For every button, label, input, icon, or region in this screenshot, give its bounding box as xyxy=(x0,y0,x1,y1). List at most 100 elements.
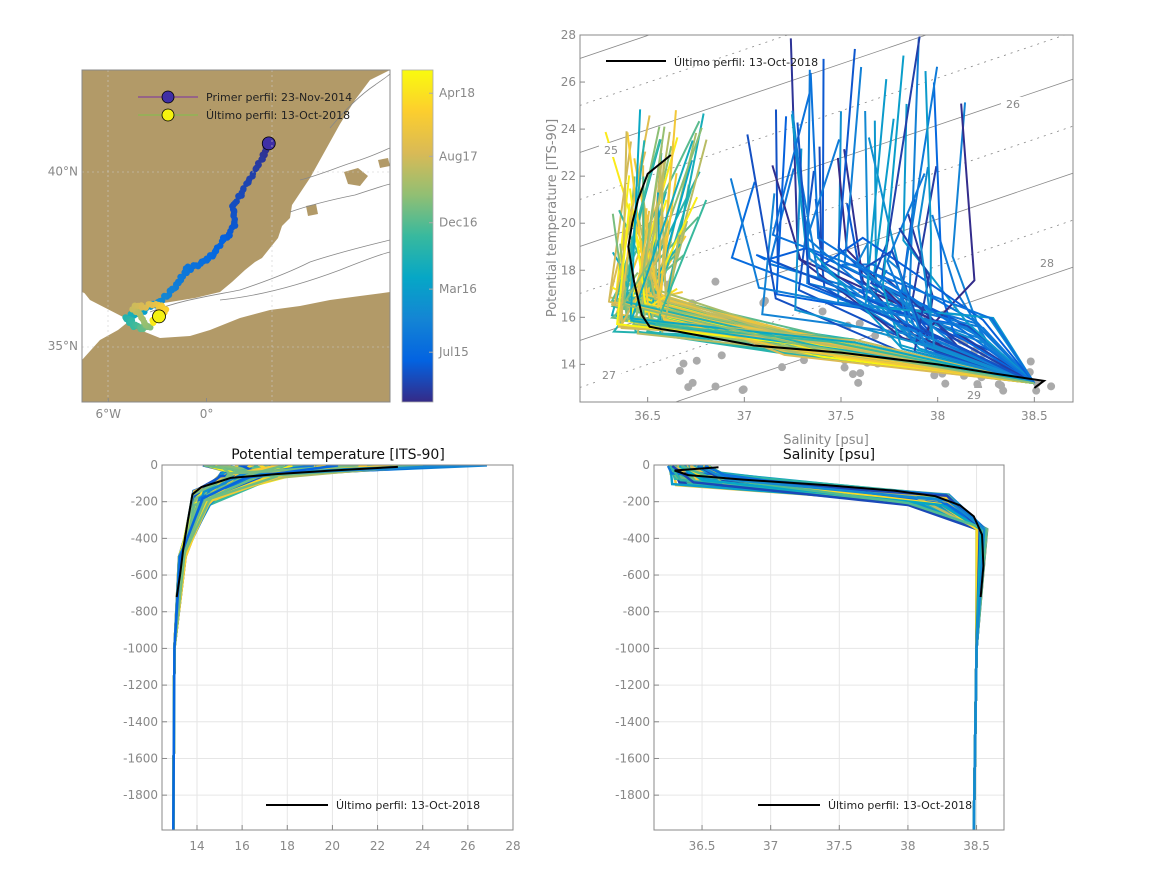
iberia-land xyxy=(82,70,360,310)
y-tick-label: 0 xyxy=(150,458,158,472)
climatology-point xyxy=(997,381,1006,390)
y-tick-label: 24 xyxy=(561,122,576,136)
profile-line xyxy=(172,465,415,830)
colorbar-tick-label: Apr18 xyxy=(439,86,475,100)
north-africa-land xyxy=(82,292,390,402)
mallorca-island xyxy=(344,168,368,186)
salinity-profile-panel: 36.5 37 37.5 38 38.5 0 -200 -400 -600 -800 -1000 -1… xyxy=(615,447,1005,853)
profile-line xyxy=(172,465,454,830)
isopycnal-line xyxy=(580,35,789,106)
profile-line xyxy=(172,465,252,830)
profile-line xyxy=(172,465,448,830)
profile-line xyxy=(172,465,383,830)
salinity-profiles xyxy=(666,465,989,830)
t-frame xyxy=(161,464,514,831)
legend-label-last: Último perfil: 13-Oct-2018 xyxy=(206,109,350,122)
profile-line xyxy=(172,465,244,830)
s-title: Salinity [psu] xyxy=(783,447,875,463)
y-tick-label: -1600 xyxy=(123,751,158,765)
y-tick-label: 40°N xyxy=(48,164,78,178)
temperature-profiles xyxy=(172,465,487,830)
ts-profile-line xyxy=(793,141,1035,385)
colorbar-ticks: Jul15 Mar16 Dec16 Aug17 Apr18 xyxy=(429,86,478,359)
profile-line xyxy=(172,465,260,830)
y-tick-label: -1200 xyxy=(615,678,650,692)
density-label-bg xyxy=(599,143,623,157)
climatology-point xyxy=(675,366,684,375)
climatology-point xyxy=(1026,357,1035,366)
x-tick-label: 36.5 xyxy=(689,839,716,853)
density-label-bg xyxy=(597,368,621,382)
ts-diagram-panel: 25 26 27 28 29 36.5 37 37.5 38 38.5 14 16 18 20 22 24 2… xyxy=(545,28,1074,448)
ts-profile-line xyxy=(917,166,1035,385)
profile-line xyxy=(172,465,435,830)
s-frame xyxy=(653,464,1005,831)
y-tick-label: -1200 xyxy=(123,678,158,692)
ts-legend: Último perfil: 13-Oct-2018 xyxy=(606,56,818,69)
first-profile-marker xyxy=(261,136,276,151)
menorca-island xyxy=(378,158,390,168)
density-label: 28 xyxy=(1040,257,1054,270)
profile-line xyxy=(172,465,394,830)
density-labels: 25 26 27 28 29 xyxy=(597,97,1059,402)
y-tick-label: -1400 xyxy=(615,715,650,729)
profile-line xyxy=(172,465,443,830)
bathymetry-contour xyxy=(289,183,390,213)
profile-line xyxy=(172,465,442,830)
climatology-point xyxy=(941,379,950,388)
density-label-bg xyxy=(962,388,986,402)
profile-line xyxy=(172,465,410,830)
profile-line xyxy=(172,465,244,830)
climatology-point xyxy=(854,378,863,387)
last-profile-marker xyxy=(152,309,166,324)
y-tick-label: -600 xyxy=(131,568,158,582)
x-tick-label: 38.5 xyxy=(963,839,990,853)
x-tick-label: 18 xyxy=(280,839,295,853)
climatology-point xyxy=(717,351,726,360)
x-tick-label: 14 xyxy=(189,839,204,853)
climatology-point xyxy=(738,386,747,395)
profile-line xyxy=(172,465,377,830)
profile-line xyxy=(172,465,434,830)
t-title: Potential temperature [ITS-90] xyxy=(231,447,445,463)
colorbar xyxy=(401,69,434,403)
ts-xlabel: Salinity [psu] xyxy=(783,433,869,448)
climatology-point xyxy=(856,369,865,378)
profile-line xyxy=(172,465,383,830)
profile-line xyxy=(172,465,385,830)
legend-label-first: Primer perfil: 23-Nov-2014 xyxy=(206,91,352,104)
x-tick-label: 36.5 xyxy=(634,409,661,423)
x-tick-label: 0° xyxy=(200,407,214,421)
bathymetry-contour xyxy=(329,73,390,129)
profile-line xyxy=(172,465,459,830)
s-grid xyxy=(654,464,1004,830)
profile-line xyxy=(172,465,446,830)
climatology-point xyxy=(1032,386,1041,395)
x-tick-label: 37 xyxy=(737,409,752,423)
profile-line xyxy=(172,465,389,830)
x-tick-label: 37.5 xyxy=(828,409,855,423)
profile-line xyxy=(172,465,387,830)
x-tick-label: 38.5 xyxy=(1021,409,1048,423)
t-legend-label: Último perfil: 13-Oct-2018 xyxy=(336,799,480,812)
x-tick-label: 26 xyxy=(460,839,475,853)
track-point xyxy=(235,192,242,200)
last-profile-line xyxy=(175,465,398,598)
ts-frame xyxy=(579,34,1074,403)
profile-line xyxy=(172,465,433,830)
profile-line xyxy=(172,465,487,830)
legend-marker-last xyxy=(161,108,175,122)
temperature-profile-panel: 14 16 18 20 22 24 26 28 0 -200 -400 -600 -800 -1000 -1… xyxy=(123,447,521,853)
colorbar-tick-label: Aug17 xyxy=(439,149,478,163)
profile-line xyxy=(172,465,457,830)
profile-line xyxy=(172,465,259,830)
y-tick-label: -600 xyxy=(623,568,650,582)
climatology-point xyxy=(679,359,688,368)
y-tick-label: 16 xyxy=(561,310,576,324)
x-tick-label: 28 xyxy=(505,839,520,853)
y-tick-label: -200 xyxy=(131,495,158,509)
track-point xyxy=(252,165,259,173)
climatology-point xyxy=(930,371,939,380)
profile-line xyxy=(172,465,415,830)
profile-line xyxy=(172,465,424,830)
